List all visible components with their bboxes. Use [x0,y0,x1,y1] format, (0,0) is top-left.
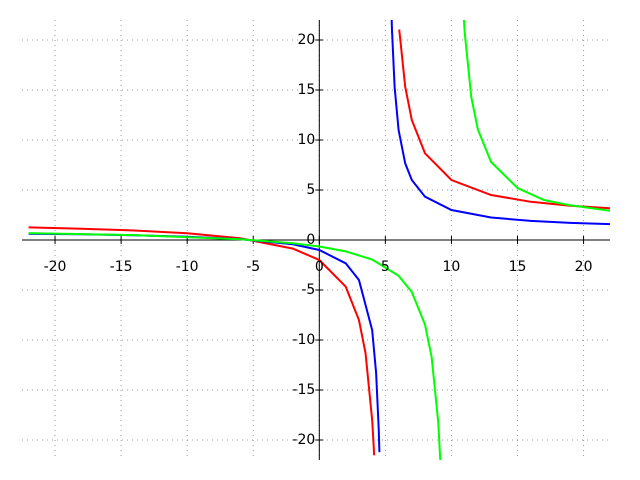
y-tick-label: 15 [297,82,315,98]
x-tick-label: 15 [509,259,527,275]
curve [28,29,610,456]
curve [28,20,610,460]
x-tick-label: 5 [381,259,390,275]
x-tick-label: -10 [176,259,199,275]
x-tick-label: 10 [443,259,461,275]
x-tick-label: -15 [110,259,133,275]
y-tick-label: 5 [306,182,315,198]
y-tick-label: -20 [292,432,315,448]
y-tick-label: -15 [292,382,315,398]
y-tick-label: 20 [297,32,315,48]
x-tick-label: 20 [575,259,593,275]
x-tick-label: -5 [246,259,260,275]
y-tick-label: 0 [306,232,315,248]
curves [28,20,610,460]
x-tick-label: -20 [44,259,67,275]
y-tick-label: -5 [301,282,315,298]
y-tick-label: 10 [297,132,315,148]
x-tick-label: 0 [315,259,324,275]
y-tick-label: -10 [292,332,315,348]
axes [22,20,610,460]
